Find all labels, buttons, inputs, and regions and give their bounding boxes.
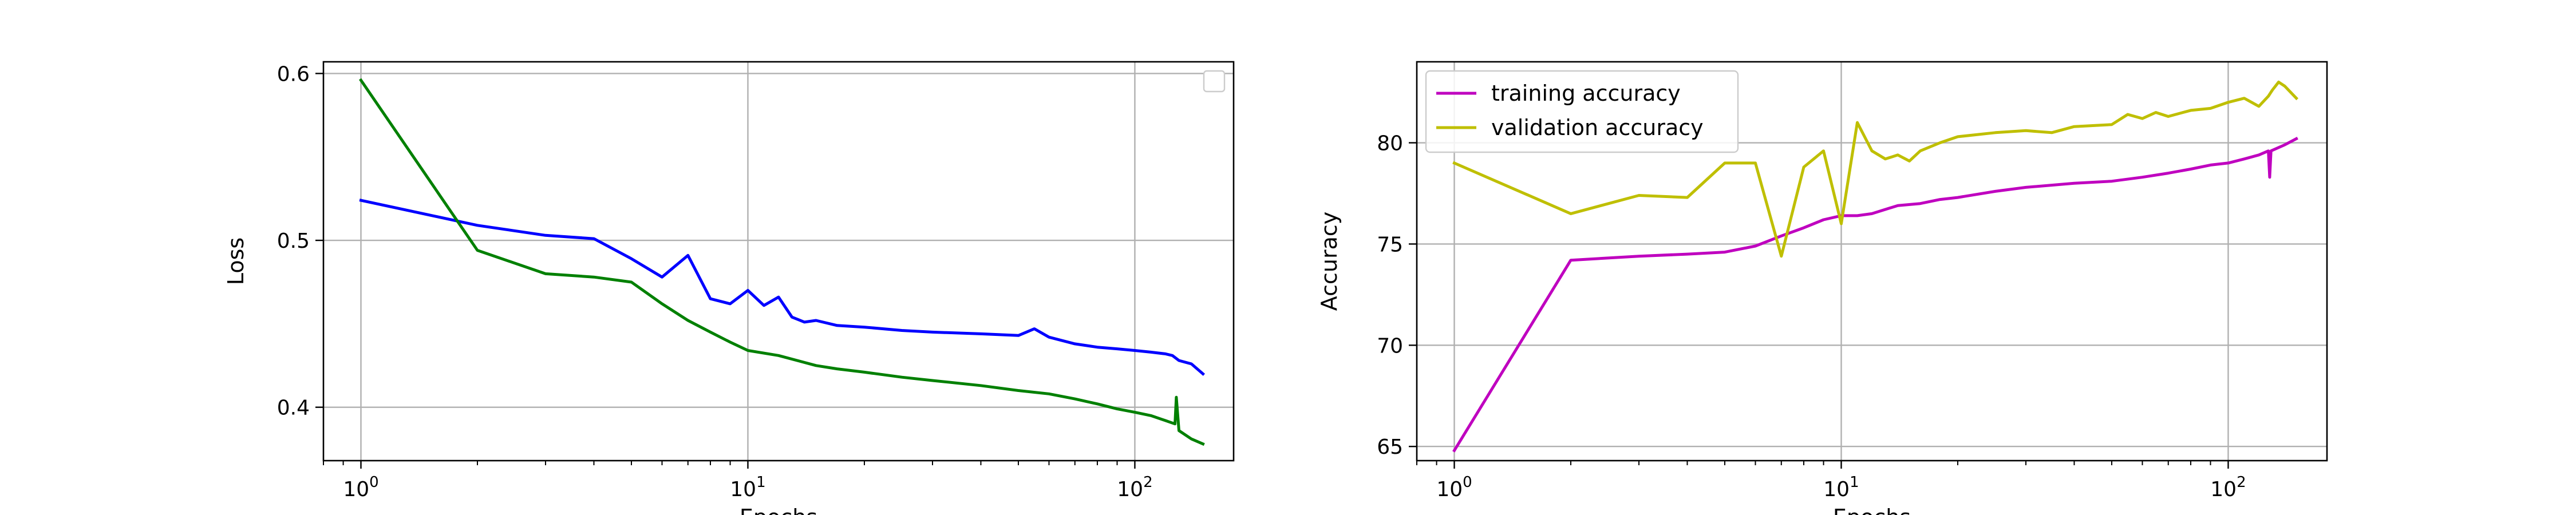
- y-axis-label: Accuracy: [1317, 212, 1342, 311]
- axes-frame: [322, 61, 1235, 462]
- x-tick-base: 10: [1436, 478, 1463, 501]
- x-tick-label: 100: [1436, 474, 1472, 501]
- y-tick-label: 0.4: [277, 397, 310, 420]
- legend: training accuracy validation accuracy: [1425, 70, 1739, 153]
- axes-frame: [1416, 61, 2328, 462]
- series-line-green: [359, 78, 1205, 446]
- x-tick-label: 102: [2210, 474, 2246, 501]
- legend-label-training-accuracy: training accuracy: [1491, 81, 1681, 106]
- x-tick-label: 102: [1117, 474, 1152, 501]
- y-tick-label: 80: [1377, 132, 1403, 156]
- x-tick-exponent: 1: [756, 474, 766, 491]
- series-line-training-accuracy: [1452, 137, 2298, 453]
- y-axis-label: Loss: [223, 237, 248, 285]
- empty-legend-box: [1203, 70, 1226, 93]
- x-tick-exponent: 1: [1850, 474, 1859, 491]
- series-line-blue: [359, 199, 1206, 376]
- x-tick-base: 10: [1823, 478, 1850, 501]
- x-axis-label: Epochs: [740, 505, 817, 515]
- y-tick-label: 70: [1377, 334, 1403, 358]
- x-tick-base: 10: [730, 478, 756, 501]
- x-tick-exponent: 2: [2237, 474, 2246, 491]
- y-tick-label: 75: [1377, 233, 1403, 256]
- x-tick-label: 100: [343, 474, 378, 501]
- legend-frame: [1425, 70, 1739, 153]
- x-tick-exponent: 0: [369, 474, 379, 491]
- y-tick-label: 0.6: [277, 62, 310, 86]
- y-tick-label: 65: [1377, 435, 1403, 459]
- accuracy-subplot: 10010110265707580EpochsAccuracytraining …: [1317, 61, 2328, 515]
- x-axis-label: Epochs: [1833, 505, 1911, 515]
- x-tick-exponent: 2: [1143, 474, 1153, 491]
- x-tick-base: 10: [343, 478, 369, 501]
- x-tick-label: 101: [1823, 474, 1859, 501]
- x-tick-base: 10: [2210, 478, 2237, 501]
- y-tick-label: 0.5: [277, 229, 310, 253]
- series-line-validation-accuracy: [1452, 80, 2299, 258]
- legend-label-validation-accuracy: validation accuracy: [1491, 115, 1704, 140]
- x-tick-label: 101: [730, 474, 765, 501]
- x-tick-exponent: 0: [1463, 474, 1472, 491]
- x-tick-base: 10: [1117, 478, 1143, 501]
